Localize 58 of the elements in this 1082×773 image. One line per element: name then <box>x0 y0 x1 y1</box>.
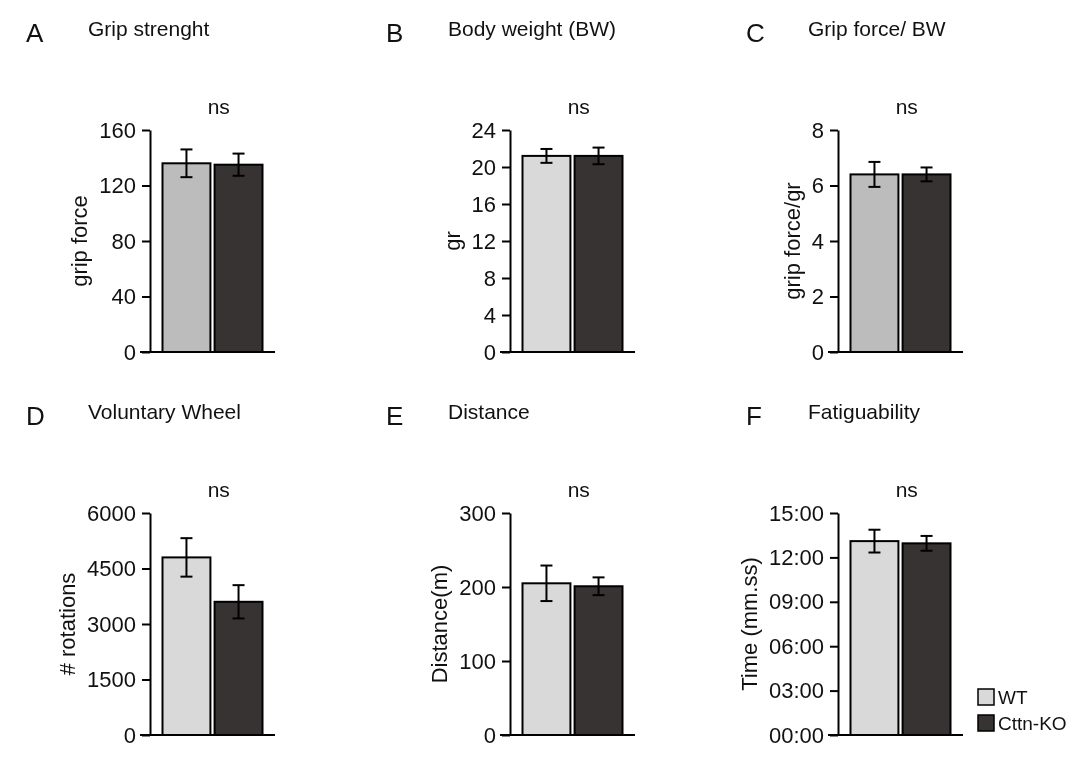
chart-title: Grip force/ BW <box>808 17 946 40</box>
y-tick-label: 4 <box>483 302 496 328</box>
y-tick-label: 4500 <box>87 556 136 582</box>
y-axis-title: # rotations <box>55 572 81 676</box>
y-axis-title: Distance(m) <box>427 564 453 684</box>
y-tick-label: 16 <box>471 191 496 217</box>
y-tick-label: 2 <box>811 284 824 310</box>
y-tick-label: 03:00 <box>768 678 824 704</box>
y-tick-label: 200 <box>459 574 496 600</box>
chart-title: Grip strenght <box>88 17 210 40</box>
legend-label: WT <box>998 687 1028 708</box>
y-tick-label: 4 <box>811 228 824 254</box>
y-axis-title: gr <box>439 231 465 251</box>
y-tick-label: 80 <box>111 228 136 254</box>
y-tick-label: 1500 <box>87 667 136 693</box>
chart-title: Body weight (BW) <box>448 17 617 40</box>
text: ns <box>567 478 590 501</box>
y-tick-label: 100 <box>459 648 496 674</box>
y-tick-label: 20 <box>471 154 496 180</box>
y-axis-title: grip force/gr <box>779 182 805 300</box>
y-tick-label: 160 <box>99 117 136 143</box>
text: D <box>26 401 45 431</box>
text: C <box>746 18 765 48</box>
y-tick-label: 300 <box>459 500 496 526</box>
y-tick-label: 0 <box>123 339 136 365</box>
y-tick-label: 0 <box>483 722 496 748</box>
y-tick-label: 06:00 <box>768 633 824 659</box>
legend-label: Cttn-KO <box>998 713 1067 734</box>
y-tick-label: 12 <box>471 228 496 254</box>
y-tick-label: 8 <box>811 117 824 143</box>
text: ns <box>207 95 230 118</box>
chart-title: Fatiguability <box>808 400 921 423</box>
y-tick-label: 24 <box>471 117 496 143</box>
y-tick-label: 6 <box>811 173 824 199</box>
y-tick-label: 120 <box>99 173 136 199</box>
text: A <box>26 18 44 48</box>
text: ns <box>895 95 918 118</box>
y-axis-title: grip force <box>67 195 93 287</box>
text: E <box>386 401 404 431</box>
y-axis-title: Time (mm.ss) <box>736 557 762 691</box>
y-tick-label: 0 <box>811 339 824 365</box>
y-tick-label: 12:00 <box>768 544 824 570</box>
y-tick-label: 0 <box>123 722 136 748</box>
text: ns <box>895 478 918 501</box>
chart-title: Voluntary Wheel <box>88 400 241 423</box>
y-tick-label: 8 <box>483 265 496 291</box>
y-tick-label: 0 <box>483 339 496 365</box>
y-tick-label: 00:00 <box>768 722 824 748</box>
y-tick-label: 40 <box>111 284 136 310</box>
y-tick-label: 15:00 <box>768 500 824 526</box>
y-tick-label: 6000 <box>87 500 136 526</box>
text: F <box>746 401 762 431</box>
y-tick-label: 09:00 <box>768 589 824 615</box>
y-tick-label: 3000 <box>87 611 136 637</box>
text: ns <box>567 95 590 118</box>
text: B <box>386 18 404 48</box>
chart-title: Distance <box>448 400 530 423</box>
text: ns <box>207 478 230 501</box>
